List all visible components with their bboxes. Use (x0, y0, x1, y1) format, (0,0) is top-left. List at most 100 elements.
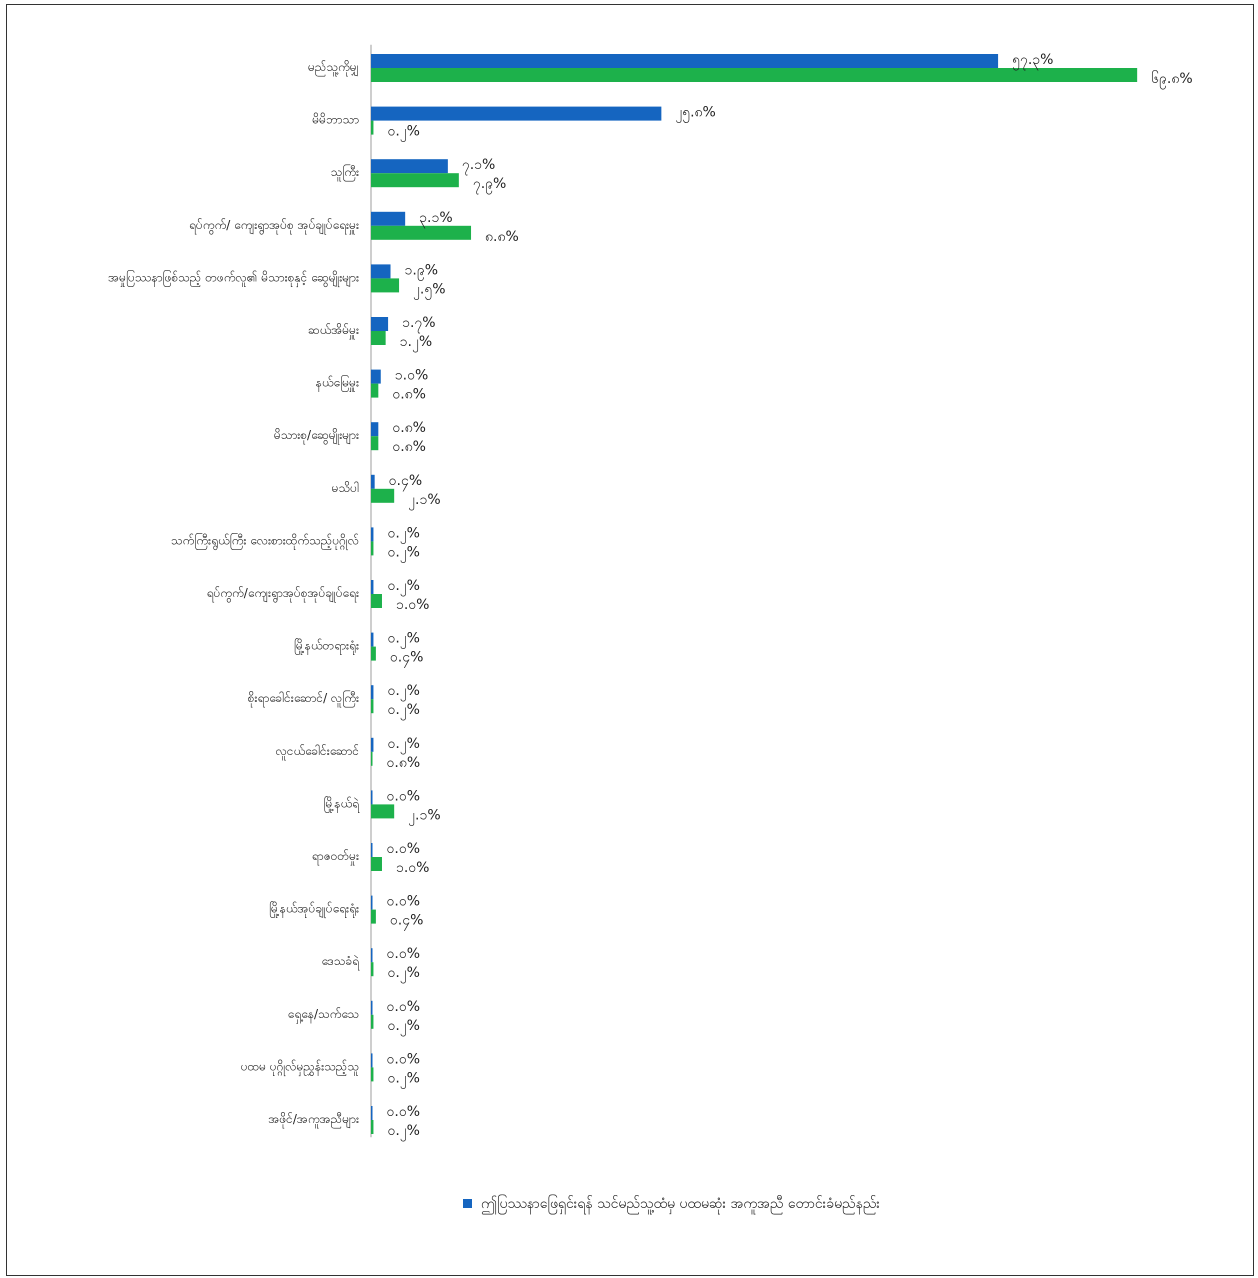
value-label-series-2: ၂.၁% (408, 807, 441, 825)
value-label-series-2: ၈.၈% (485, 229, 519, 245)
bar-series-2 (371, 646, 376, 661)
value-label-series-1: ၀.၂% (387, 525, 420, 543)
bar-series-2 (371, 436, 379, 451)
bar-series-1 (371, 211, 406, 226)
category-labels: မည်သူ့ကိုမျှမိမိဘာသာသူကြီးရပ်ကွက်/ ကျေးရ… (108, 59, 359, 1129)
category-label: ရပ်ကွက်/ကျေးရွာအုပ်စုအုပ်ချုပ်ရေး (207, 585, 359, 603)
value-label-series-1: ၁.၉% (405, 262, 439, 280)
value-label-series-1: ၀.၀% (387, 1104, 421, 1120)
bar-series-2 (371, 751, 373, 766)
bar-series-1 (371, 54, 999, 68)
value-label-series-2: ၁.၀% (396, 860, 430, 876)
value-label-series-1: ၀.၈% (392, 420, 426, 436)
value-label-series-1: ၀.၄% (389, 473, 423, 491)
value-label-series-1: ၂၅.၈% (675, 105, 716, 123)
value-label-series-2: ၂.၅% (413, 281, 446, 299)
value-label-series-1: ၀.၀% (387, 841, 421, 857)
bar-series-1 (371, 264, 391, 279)
value-label-series-1: ၁.၀% (395, 368, 429, 384)
category-label: မိမိဘာသာ (312, 112, 359, 127)
bar-series-1 (371, 948, 373, 963)
value-label-series-2: ၀.၂% (387, 965, 420, 983)
legend-swatch (463, 1199, 472, 1208)
bar-series-2 (371, 857, 382, 871)
category-label: အမှုပြဿနာဖြစ်သည့် တဖက်လူ၏ မိသားစုနှင့် ဆ… (108, 268, 359, 287)
bar-series-1 (371, 1053, 373, 1068)
bar-series-1 (371, 580, 374, 594)
value-label-series-1: ၀.၀% (387, 1051, 421, 1067)
bar-series-2 (371, 120, 374, 135)
category-label: မြို့နယ်အုပ်ချုပ်ရေးရုံး (269, 900, 359, 919)
value-label-series-2: ၀.၈% (387, 755, 421, 771)
bar-series-2 (371, 962, 374, 977)
category-label: မသိပါ (332, 480, 359, 495)
value-label-series-1: ၅၇.၃% (1012, 52, 1053, 70)
bar-series-1 (371, 685, 374, 700)
value-label-series-2: ၀.၂% (387, 1123, 420, 1141)
bar-series-2 (371, 699, 374, 714)
bar-series-1 (371, 369, 381, 384)
category-label: မြို့နယ်ရဲ (324, 794, 360, 813)
bar-series-1 (371, 895, 373, 910)
legend: ဤပြဿနာဖြေရှင်းရန် သင်မည်သူ့ထံမှ ပထမဆုံး … (463, 1195, 880, 1214)
category-label: ဆယ်အိမ်မှူး (308, 322, 359, 340)
category-label: ရာဇဝတ်မှုး (312, 848, 359, 866)
value-label-series-2: ၇.၉% (473, 176, 507, 194)
value-label-series-2: ၀.၈% (392, 387, 426, 403)
bar-series-2 (371, 225, 472, 240)
bar-series-1 (371, 790, 373, 805)
value-label-series-2: ၀.၂% (387, 544, 420, 562)
category-label: သူကြီး (331, 163, 359, 182)
value-label-series-2: ၀.၂% (387, 124, 420, 142)
value-label-series-1: ၀.၀% (387, 894, 421, 910)
value-label-series-2: ၀.၈% (392, 439, 426, 455)
bars (371, 54, 1138, 1134)
bar-series-1 (371, 843, 373, 857)
bar-series-2 (371, 1120, 374, 1134)
category-label: နယ်မြေမှူး (316, 374, 359, 393)
category-label: မြို့နယ်တရားရုံး (294, 637, 359, 656)
bar-series-1 (371, 422, 379, 437)
bar-series-2 (371, 541, 374, 556)
value-labels: ၅၇.၃%၆၉.၈%၂၅.၈%၀.၂%၇.၁%၇.၉%၃.၁%၈.၈%၁.၉%၂… (387, 52, 1193, 1141)
value-label-series-1: ၇.၁% (462, 157, 496, 175)
category-label: စိုးရာခေါင်းဆောင်/ လူကြီး (248, 689, 359, 708)
value-label-series-2: ၀.၄% (390, 650, 424, 668)
bar-series-1 (371, 317, 389, 331)
bar-series-2 (371, 594, 382, 608)
bar-series-1 (371, 474, 375, 489)
bar-series-1 (371, 527, 374, 542)
value-label-series-1: ၀.၀% (387, 788, 421, 804)
bar-series-1 (371, 632, 374, 647)
bar-series-2 (371, 804, 395, 819)
value-label-series-2: ၀.၂% (387, 702, 420, 720)
bar-series-2 (371, 331, 386, 345)
value-label-series-2: ၁.၀% (396, 597, 430, 613)
bar-series-1 (371, 159, 448, 174)
bar-chart: မည်သူ့ကိုမျှမိမိဘာသာသူကြီးရပ်ကွက်/ ကျေးရ… (108, 44, 1193, 1214)
category-label: ပထမ ပုဂ္ဂိုလ်မှညွှန်းသည့်သူ (241, 1058, 359, 1076)
bar-series-2 (371, 173, 459, 188)
legend-label: ဤပြဿနာဖြေရှင်းရန် သင်မည်သူ့ထံမှ ပထမဆုံး … (481, 1195, 880, 1214)
bar-series-2 (371, 68, 1138, 82)
value-label-series-1: ၀.၂% (387, 683, 420, 701)
bar-series-2 (371, 909, 376, 924)
category-label: ရပ်ကွက်/ ကျေးရွာအုပ်စု အုပ်ချုပ်ရေးမှူး (189, 217, 359, 235)
bar-series-2 (371, 1067, 374, 1082)
bar-series-1 (371, 1000, 373, 1015)
value-label-series-1: ၀.၂% (387, 631, 420, 649)
category-label: ဒေသခံရဲ (321, 954, 359, 972)
bar-series-2 (371, 488, 395, 503)
value-label-series-1: ၀.၂% (387, 578, 420, 596)
category-label: လူငယ်ခေါင်းဆောင် (276, 743, 359, 761)
value-label-series-2: ၁.၂% (400, 334, 433, 352)
value-label-series-2: ၂.၁% (408, 492, 441, 510)
value-label-series-2: ၀.၂% (387, 1018, 420, 1036)
value-label-series-1: ၀.၂% (387, 736, 420, 754)
category-label: သက်ကြီးရွယ်ကြီး လေးစားထိုက်သည့်ပုဂ္ဂိုလ် (171, 531, 359, 550)
value-label-series-1: ၀.၀% (387, 999, 421, 1015)
value-label-series-1: ၀.၀% (387, 946, 421, 962)
bar-series-2 (371, 1014, 374, 1029)
chart-frame: မည်သူ့ကိုမျှ မိမိဘာသာ သူကြီး ရပ်ကွက်/ ကျေးရ… (6, 4, 1254, 1276)
bar-series-2 (371, 383, 379, 398)
